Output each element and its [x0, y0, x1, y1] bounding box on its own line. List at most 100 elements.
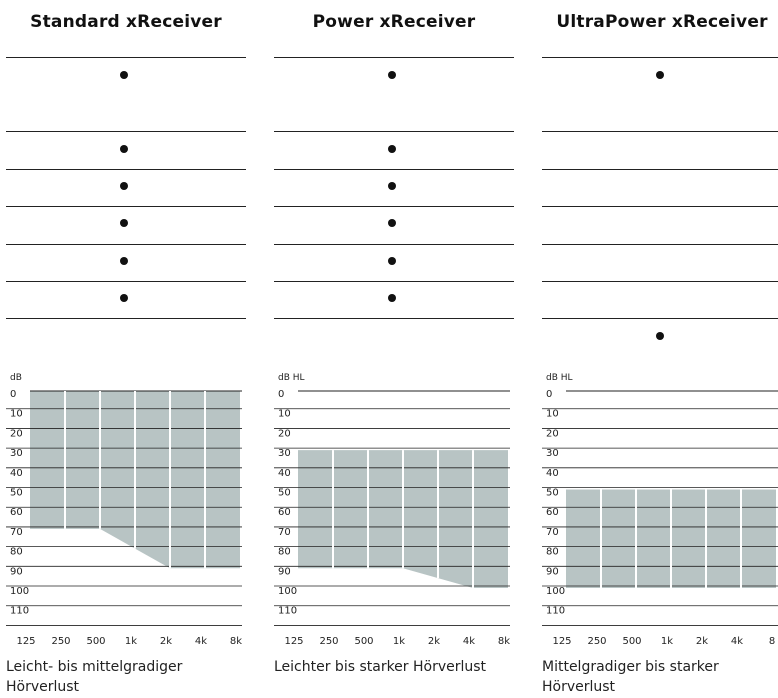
caption: Mittelgradiger bis starker Hörverlust	[542, 659, 719, 695]
feature-dot	[120, 145, 128, 153]
y-tick-label: 80	[278, 547, 291, 558]
feature-dot	[388, 257, 396, 265]
feature-dot	[388, 71, 396, 79]
x-tick-label: 500	[622, 636, 641, 647]
feature-rule	[6, 206, 246, 207]
y-tick-label: 20	[10, 428, 23, 439]
feature-rule	[542, 318, 778, 319]
feature-rule	[6, 57, 246, 58]
y-tick-label: 30	[546, 448, 559, 459]
x-tick-label: 8k	[230, 636, 242, 647]
audiogram-power: dB HL 0 10 20 30 40 50 60 70 80 90 100 110 125 250 500 1…	[274, 373, 510, 647]
chart-title: Standard xReceiver	[30, 12, 222, 32]
x-tick-label: 125	[16, 636, 35, 647]
y-axis-label: dB HL	[546, 373, 573, 383]
y-tick-label: 10	[10, 409, 23, 420]
x-tick-label: 125	[552, 636, 571, 647]
y-axis-label: dB HL	[278, 373, 305, 383]
chart-title: Power xReceiver	[312, 12, 476, 32]
y-tick-label: 90	[278, 566, 291, 577]
x-tick-label: 250	[319, 636, 338, 647]
feature-rule	[274, 281, 514, 282]
feature-rule	[274, 169, 514, 170]
caption: Leicht- bis mittelgradiger Hörverlust	[6, 659, 183, 695]
y-tick-label: 110	[10, 606, 29, 617]
feature-rule	[542, 244, 778, 245]
y-tick-label: 90	[10, 566, 23, 577]
y-axis-label: dB	[10, 373, 22, 383]
feature-rule	[6, 131, 246, 132]
y-tick-label: 60	[278, 507, 291, 518]
feature-dot	[656, 332, 664, 340]
feature-rule	[6, 169, 246, 170]
y-tick-label: 90	[546, 566, 559, 577]
feature-rule	[542, 131, 778, 132]
x-tick-label: 2k	[160, 636, 172, 647]
caption: Leichter bis starker Hörverlust	[274, 659, 487, 675]
y-tick-label: 100	[546, 586, 565, 597]
x-tick-label: 125	[284, 636, 303, 647]
feature-rule	[542, 281, 778, 282]
feature-dot	[388, 294, 396, 302]
feature-rule	[6, 281, 246, 282]
y-tick-label: 100	[10, 586, 29, 597]
y-tick-label: 70	[10, 527, 23, 538]
column-ultrapower: UltraPower xReceiver dB HL 0 10 20 30 40 50 60 7…	[542, 0, 778, 698]
y-tick-label: 80	[10, 547, 23, 558]
feature-dot	[120, 294, 128, 302]
y-tick-label: 60	[546, 507, 559, 518]
x-tick-label: 8	[769, 636, 775, 647]
x-tick-label: 500	[354, 636, 373, 647]
x-tick-label: 4k	[731, 636, 743, 647]
y-tick-label: 40	[278, 468, 291, 479]
y-tick-label: 40	[546, 468, 559, 479]
y-tick-label: 10	[546, 409, 559, 420]
feature-rule	[542, 57, 778, 58]
feature-dot	[120, 257, 128, 265]
x-tick-label: 250	[51, 636, 70, 647]
feature-rule	[274, 206, 514, 207]
feature-dot	[120, 182, 128, 190]
feature-dot	[120, 71, 128, 79]
y-tick-label: 70	[546, 527, 559, 538]
feature-dot	[388, 145, 396, 153]
y-tick-label: 0	[546, 389, 552, 400]
y-tick-label: 50	[278, 488, 291, 499]
feature-rule	[274, 318, 514, 319]
feature-dot	[388, 219, 396, 227]
y-tick-label: 110	[278, 606, 297, 617]
y-tick-label: 110	[546, 606, 565, 617]
feature-dot	[656, 71, 664, 79]
y-tick-label: 10	[278, 409, 291, 420]
column-power: Power xReceiver dB HL 0 10 20 30 40 50 60 70 80 90…	[274, 0, 514, 698]
feature-rule	[274, 57, 514, 58]
y-tick-label: 20	[278, 428, 291, 439]
column-standard: Standard xReceiver dB 0 10 20 30 40 50 60 70 80 90…	[6, 0, 246, 698]
y-tick-label: 20	[546, 428, 559, 439]
feature-rule	[274, 131, 514, 132]
feature-dot	[388, 182, 396, 190]
x-tick-label: 4k	[463, 636, 475, 647]
feature-rule	[542, 169, 778, 170]
y-tick-label: 70	[278, 527, 291, 538]
y-tick-label: 80	[546, 547, 559, 558]
x-tick-label: 2k	[428, 636, 440, 647]
feature-dot	[120, 219, 128, 227]
audiogram-standard: dB 0 10 20 30 40 50 60 70 80 90 100 110 125 250 500 1k 2k…	[6, 373, 242, 647]
x-tick-label: 2k	[696, 636, 708, 647]
x-tick-label: 500	[86, 636, 105, 647]
x-tick-label: 1k	[393, 636, 405, 647]
feature-rule	[274, 244, 514, 245]
x-tick-label: 4k	[195, 636, 207, 647]
feature-rule	[542, 206, 778, 207]
audiogram-ultrapower: dB HL 0 10 20 30 40 50 60 70 80 90 100 110 125 250 500 1…	[542, 373, 778, 647]
y-tick-label: 60	[10, 507, 23, 518]
chart-title: UltraPower xReceiver	[556, 12, 768, 32]
y-tick-label: 40	[10, 468, 23, 479]
y-tick-label: 100	[278, 586, 297, 597]
y-tick-label: 0	[10, 389, 16, 400]
y-tick-label: 30	[10, 448, 23, 459]
x-tick-label: 8k	[498, 636, 510, 647]
feature-rule	[6, 244, 246, 245]
y-tick-label: 50	[546, 488, 559, 499]
